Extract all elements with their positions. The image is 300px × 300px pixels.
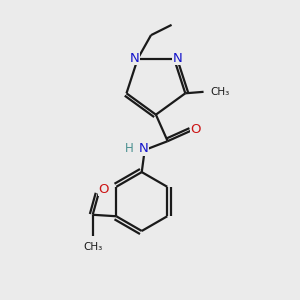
Text: CH₃: CH₃ [210,87,230,97]
Text: O: O [99,183,109,196]
Text: N: N [138,142,148,155]
Text: O: O [191,123,201,136]
Text: H: H [125,142,134,155]
Text: N: N [129,52,139,64]
Text: N: N [173,52,182,64]
Text: CH₃: CH₃ [83,242,102,253]
